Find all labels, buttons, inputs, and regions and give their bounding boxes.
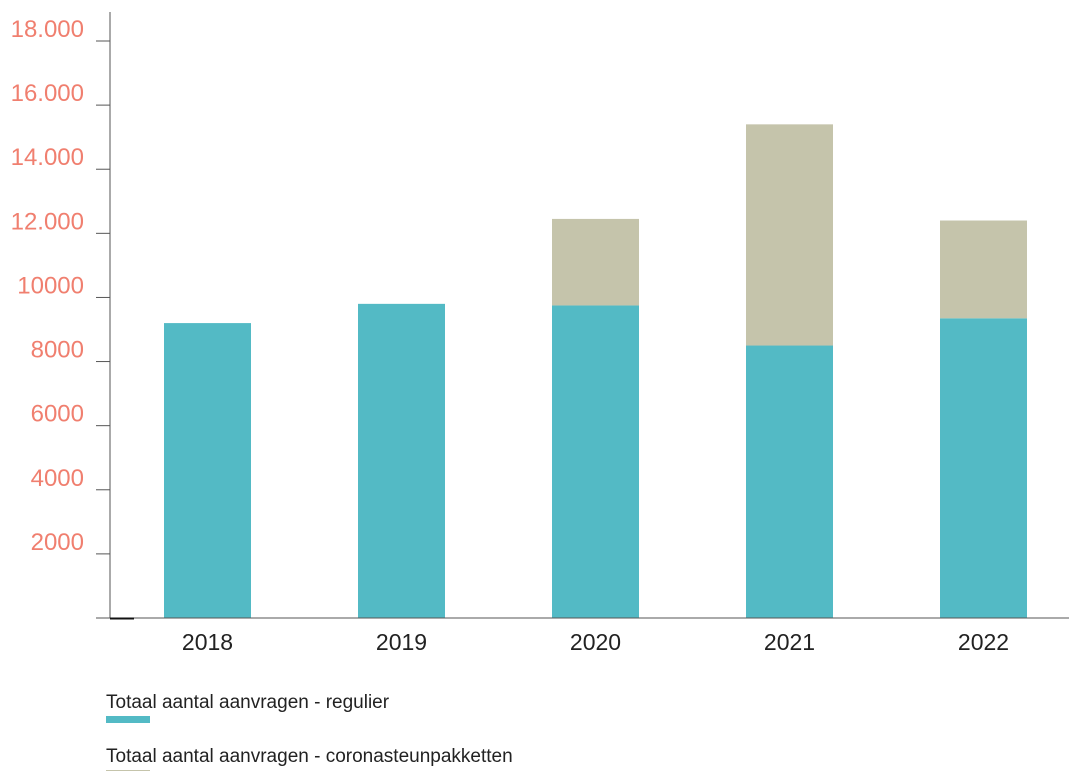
x-tick-label: 2019: [376, 629, 427, 655]
y-tick-label: 4000: [31, 465, 84, 492]
bar-2018-series-1: [164, 323, 251, 618]
y-tick-label: 8000: [31, 337, 84, 364]
x-tick-label: 2021: [764, 629, 815, 655]
bar-2020-series-1: [552, 305, 639, 618]
y-axis-ticks: 2000 4000 6000 8000 10000 12.000 14.000 16.000 1…: [11, 16, 110, 556]
legend-label: Totaal aantal aanvragen - coronasteunpak…: [106, 746, 513, 767]
y-tick-label: 2000: [31, 529, 84, 556]
bar-2022-series-2: [940, 220, 1027, 319]
bar-2020-series-2: [552, 218, 639, 306]
y-tick-label: 16.000: [11, 80, 84, 107]
axes-group: [96, 12, 1069, 620]
bar-2021-series-1: [746, 345, 833, 618]
legend-swatch: [106, 716, 150, 723]
x-tick-label: 2020: [570, 629, 621, 655]
x-tick-label: 2018: [182, 629, 233, 655]
legend: Totaal aantal aanvragen - regulier Totaal…: [106, 692, 513, 771]
y-tick-label: 14.000: [11, 144, 84, 171]
y-tick-label: 12.000: [11, 208, 84, 235]
bar-2022-series-1: [940, 318, 1027, 618]
y-tick-label: 10000: [17, 272, 84, 299]
x-tick-label: 2022: [958, 629, 1009, 655]
y-tick-label: 6000: [31, 401, 84, 428]
legend-label: Totaal aantal aanvragen - regulier: [106, 692, 390, 713]
bars-group: [164, 124, 1027, 618]
bar-2021-series-2: [746, 124, 833, 346]
x-axis-ticks: 2018 2019 2020 2021 2022: [182, 629, 1009, 655]
bar-2019-series-1: [358, 303, 445, 618]
y-tick-label: 18.000: [11, 16, 84, 43]
